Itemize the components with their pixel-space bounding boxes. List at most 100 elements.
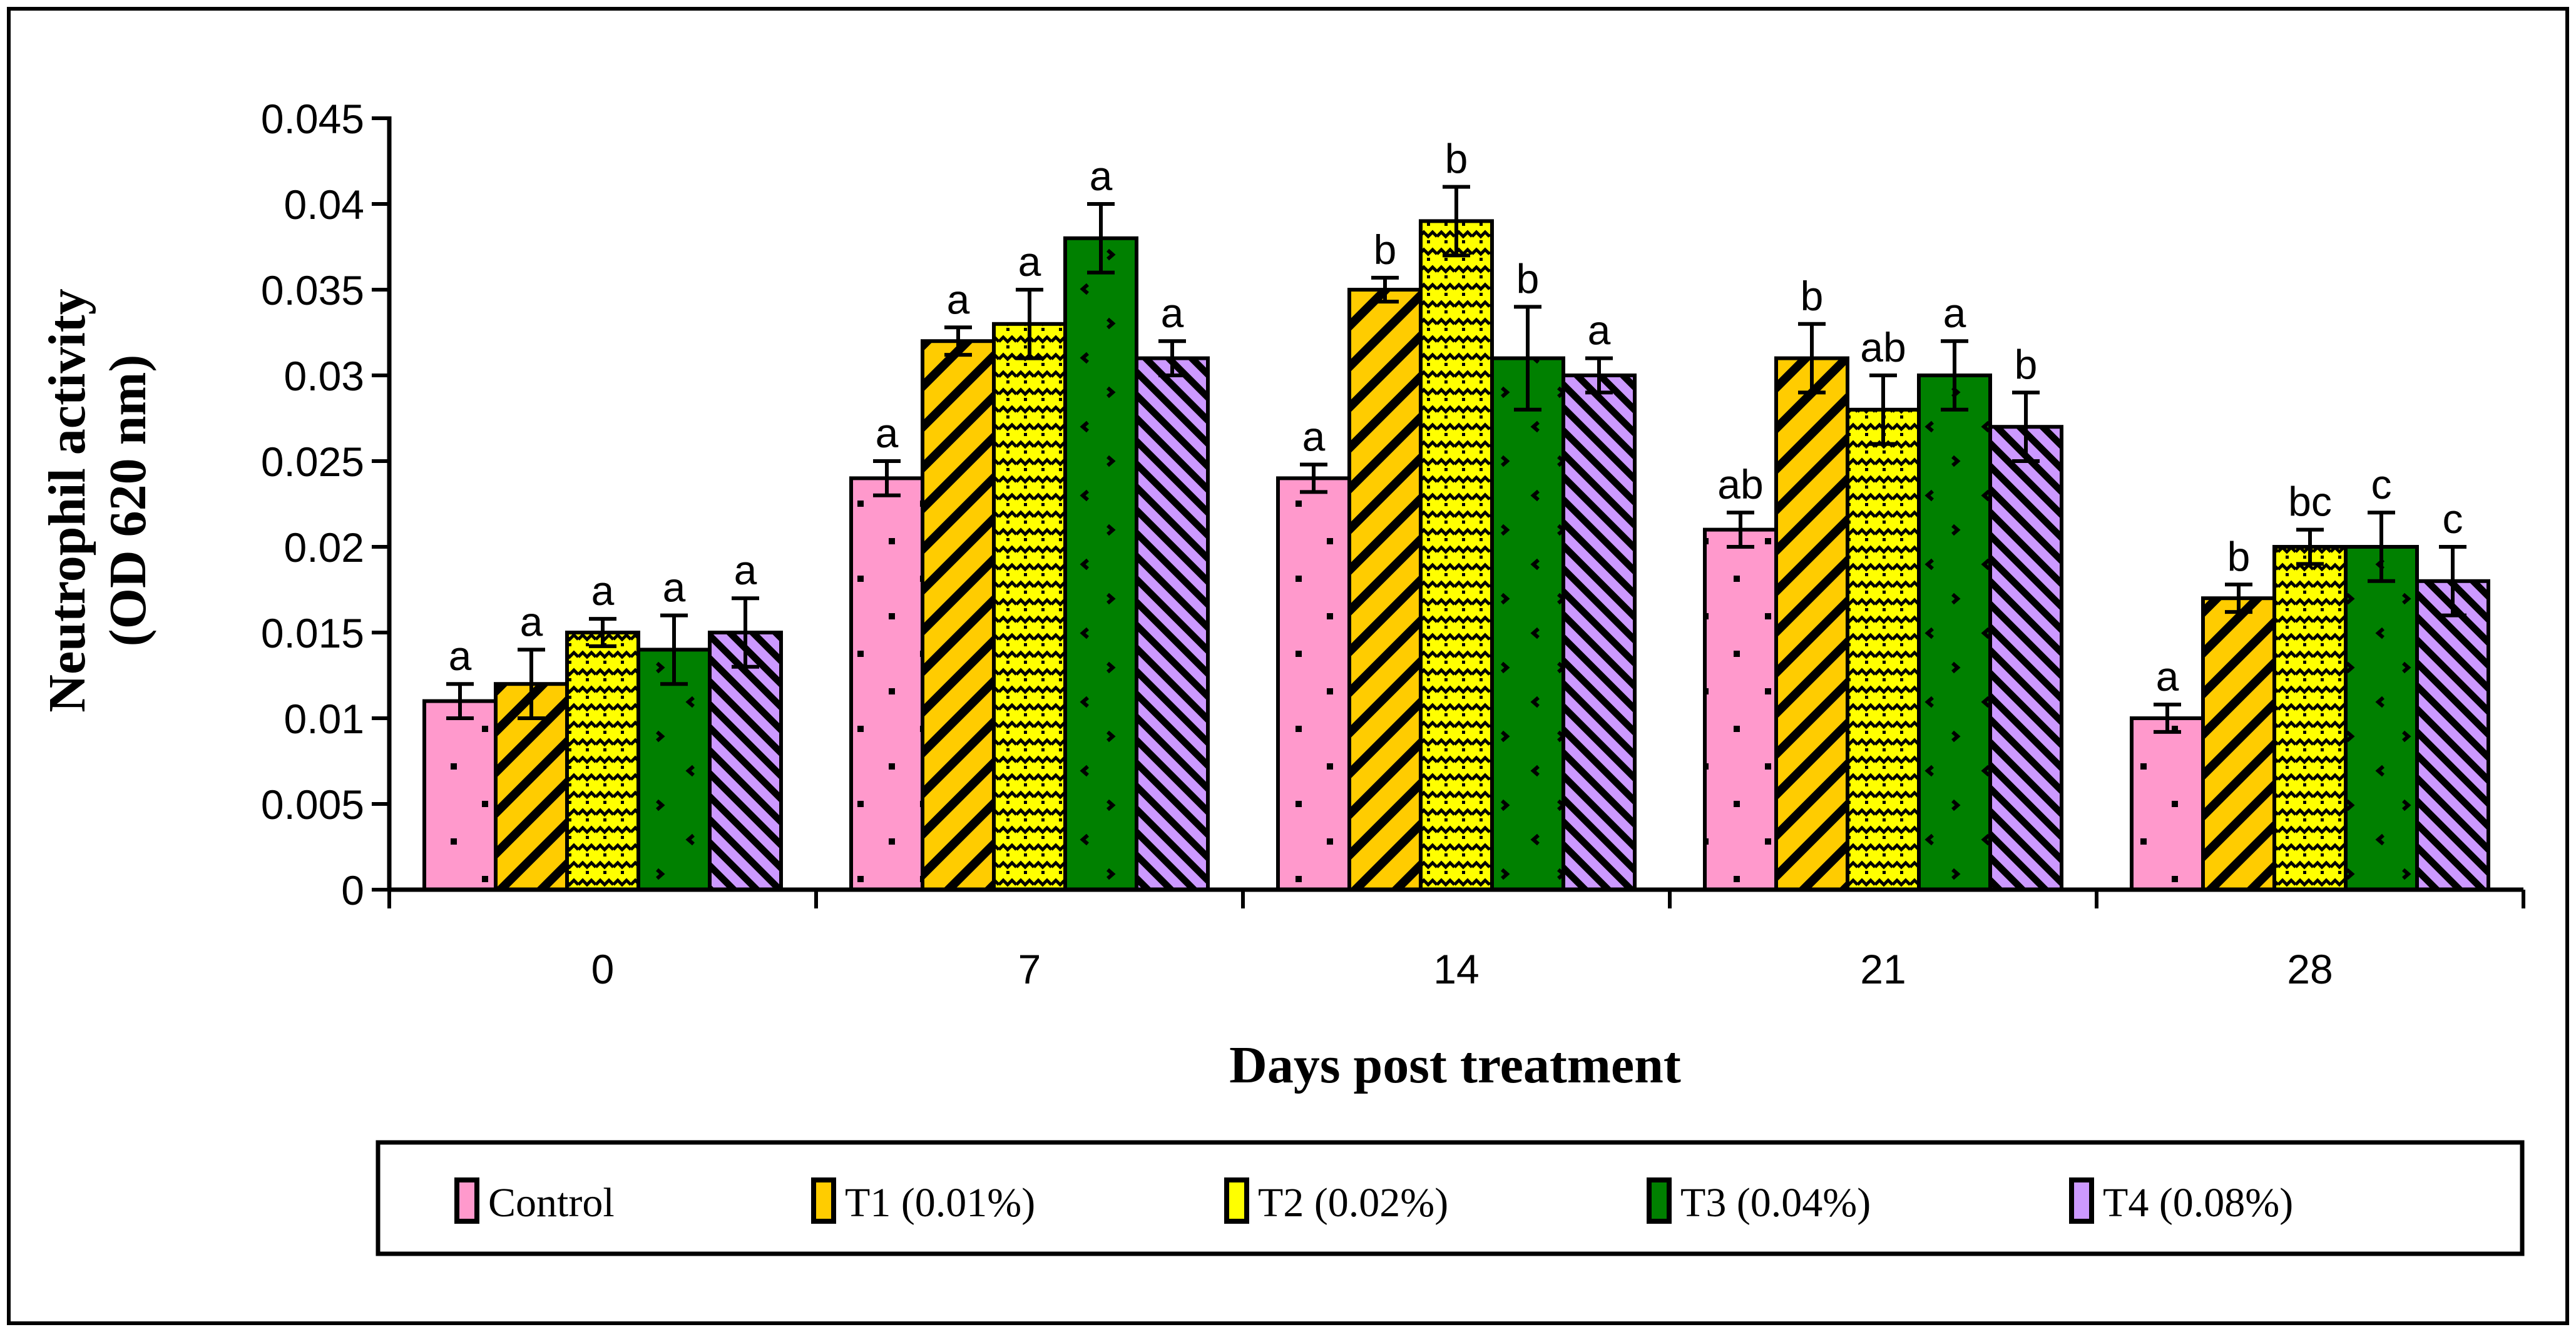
error-bar [660, 613, 688, 686]
bar-3-14 [1490, 356, 1565, 892]
significance-letter: a [520, 598, 543, 644]
y-tick-label: 0.025 [261, 439, 364, 485]
significance-letter: bc [2288, 479, 2332, 525]
y-tick-label: 0.035 [261, 267, 364, 313]
significance-letter: a [1302, 413, 1326, 459]
error-bar [873, 459, 901, 497]
legend-swatch-1 [811, 1177, 836, 1224]
bar-1-14 [1347, 288, 1423, 892]
error-bar [1158, 339, 1186, 377]
x-tick-label: 14 [1433, 946, 1479, 992]
bar-2-7 [992, 322, 1067, 892]
significance-letter: a [449, 633, 472, 679]
y-tick-label: 0 [341, 867, 364, 913]
bar-3-7 [1063, 236, 1138, 892]
significance-letter: a [2156, 653, 2179, 699]
significance-letter: a [1018, 238, 1041, 285]
y-tick-label: 0.005 [261, 781, 364, 828]
legend: Control T1 (0.01%) T2 (0.02%) T3 (0.04%) T4 … [454, 1177, 2293, 1226]
legend-label-1: T1 (0.01%) [845, 1180, 1035, 1226]
bar-0-0 [422, 699, 498, 892]
significance-letter: a [591, 567, 615, 614]
y-tick-label: 0.03 [284, 353, 364, 399]
significance-letter: b [2015, 341, 2038, 387]
bar-4-28 [2415, 579, 2490, 892]
legend-label-3: T3 (0.04%) [1680, 1180, 1871, 1226]
error-bar [1869, 374, 1897, 446]
error-bar [1300, 462, 1327, 494]
significance-letter: a [1090, 153, 1113, 199]
significance-letter: b [1801, 273, 1824, 319]
error-bar [1371, 275, 1399, 304]
bar-4-7 [1135, 356, 1210, 892]
legend-label-2: T2 (0.02%) [1258, 1180, 1448, 1226]
y-tick-label: 0.04 [284, 181, 364, 228]
error-bar [1727, 511, 1754, 549]
significance-letter: ab [1860, 324, 1906, 370]
error-bar [732, 596, 759, 669]
bar-3-21 [1917, 374, 1992, 892]
bar-1-28 [2201, 596, 2276, 892]
significance-letter: a [1161, 290, 1184, 336]
significance-letter: c [2371, 461, 2392, 507]
significance-letter: a [1588, 307, 1611, 353]
error-bar [1798, 322, 1826, 395]
significance-letter: ab [1717, 461, 1763, 507]
y-tick-label: 0.015 [261, 610, 364, 656]
x-tick-label: 0 [591, 946, 615, 992]
significance-letter: a [663, 564, 686, 611]
bar-1-7 [921, 339, 996, 892]
legend-box [376, 1140, 2525, 1256]
y-axis-label-line2: (OD 620 nm) [99, 355, 157, 647]
error-bar [2154, 703, 2181, 734]
bar-0-21 [1703, 527, 1778, 892]
error-bar [1514, 305, 1541, 412]
error-bar [589, 617, 616, 648]
bar-4-14 [1561, 374, 1637, 892]
legend-label-0: Control [488, 1180, 615, 1226]
significance-letter: b [2227, 533, 2251, 579]
error-bar [2368, 511, 2395, 583]
significance-letter: a [947, 276, 970, 322]
error-bar [2296, 527, 2324, 566]
bar-0-7 [849, 476, 924, 892]
legend-swatch-0 [454, 1177, 479, 1224]
x-axis-label: Days post treatment [1229, 1036, 1681, 1094]
bar-0-14 [1276, 476, 1351, 892]
x-tick-label: 7 [1018, 946, 1041, 992]
significance-letter: b [1445, 136, 1468, 182]
legend-swatch-4 [2069, 1177, 2094, 1224]
bar-2-0 [565, 631, 640, 892]
bar-0-28 [2130, 716, 2205, 892]
error-bar [1016, 288, 1043, 360]
y-tick-label: 0.01 [284, 696, 364, 742]
y-tick-label: 0.02 [284, 524, 364, 571]
bar-2-28 [2272, 545, 2348, 892]
significance-letter: c [2443, 496, 2463, 542]
x-tick-label: 28 [2287, 946, 2333, 992]
y-axis-label-line1: Neutrophil activity [38, 288, 96, 712]
bar-3-28 [2344, 545, 2419, 892]
error-bar [944, 325, 972, 357]
bar-4-0 [708, 631, 783, 892]
significance-letter: b [1374, 226, 1397, 273]
error-bar [2225, 582, 2252, 614]
error-bar [446, 682, 474, 720]
x-tick-label: 21 [1860, 946, 1906, 992]
significance-letter: a [1943, 290, 1966, 336]
legend-swatch-3 [1647, 1177, 1672, 1224]
bar-2-14 [1419, 219, 1494, 892]
significance-letter: b [1516, 255, 1540, 302]
error-bar [2012, 390, 2040, 463]
bar-3-0 [636, 648, 712, 892]
bar-1-21 [1774, 356, 1849, 892]
error-bar [1941, 339, 1968, 412]
error-bar [1585, 356, 1613, 395]
significance-letter: a [734, 547, 757, 593]
y-tick-label: 0.045 [261, 96, 364, 142]
error-bar [1087, 202, 1115, 275]
significance-letter: a [876, 410, 899, 456]
error-bar [1443, 185, 1470, 258]
bar-2-21 [1846, 407, 1921, 892]
error-bar [2439, 545, 2466, 618]
